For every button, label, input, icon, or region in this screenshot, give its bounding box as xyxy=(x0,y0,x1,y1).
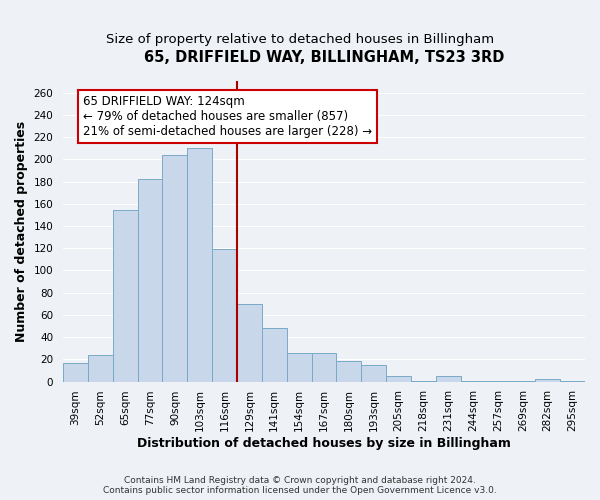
Title: 65, DRIFFIELD WAY, BILLINGHAM, TS23 3RD: 65, DRIFFIELD WAY, BILLINGHAM, TS23 3RD xyxy=(144,50,504,65)
Bar xyxy=(461,380,485,382)
Bar xyxy=(212,250,237,382)
Bar xyxy=(237,304,262,382)
Text: Size of property relative to detached houses in Billingham: Size of property relative to detached ho… xyxy=(106,32,494,46)
Bar xyxy=(163,155,187,382)
Bar xyxy=(436,376,461,382)
Bar xyxy=(137,180,163,382)
Bar xyxy=(511,380,535,382)
Bar xyxy=(560,380,585,382)
Bar xyxy=(262,328,287,382)
Text: Contains HM Land Registry data © Crown copyright and database right 2024.
Contai: Contains HM Land Registry data © Crown c… xyxy=(103,476,497,495)
Bar xyxy=(63,363,88,382)
Bar xyxy=(88,355,113,382)
Bar xyxy=(311,353,337,382)
Text: 65 DRIFFIELD WAY: 124sqm
← 79% of detached houses are smaller (857)
21% of semi-: 65 DRIFFIELD WAY: 124sqm ← 79% of detach… xyxy=(83,95,372,138)
X-axis label: Distribution of detached houses by size in Billingham: Distribution of detached houses by size … xyxy=(137,437,511,450)
Bar xyxy=(535,380,560,382)
Bar xyxy=(485,380,511,382)
Bar xyxy=(337,360,361,382)
Bar xyxy=(386,376,411,382)
Bar xyxy=(411,380,436,382)
Bar xyxy=(361,365,386,382)
Y-axis label: Number of detached properties: Number of detached properties xyxy=(15,121,28,342)
Bar xyxy=(113,210,137,382)
Bar xyxy=(287,353,311,382)
Bar xyxy=(187,148,212,382)
